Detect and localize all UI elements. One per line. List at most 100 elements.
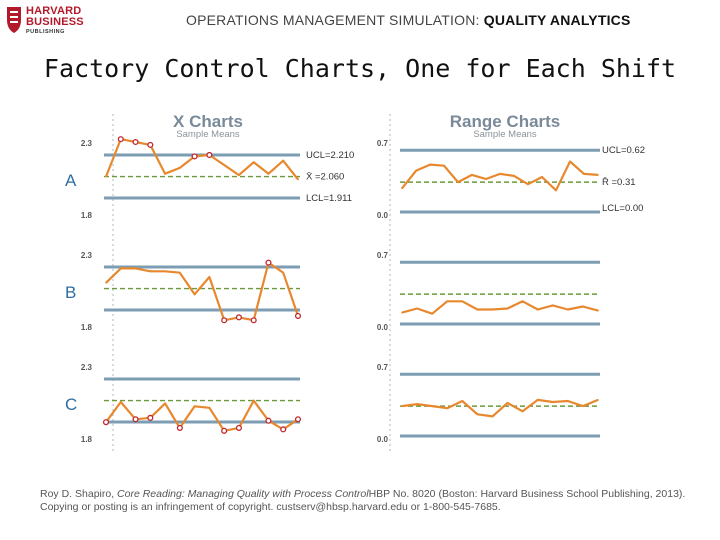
range-data-point: [476, 308, 479, 311]
x-data-point: [252, 399, 255, 402]
range-data-point: [569, 160, 571, 163]
range-data-point: [536, 399, 539, 401]
range-ucl-label: UCL=0.62: [602, 145, 645, 156]
x-y-tick-bottom: 1.8: [81, 211, 93, 220]
range-data-point: [431, 405, 433, 407]
x-data-point-flagged: [221, 427, 228, 434]
range-data-point: [491, 415, 494, 418]
range-data-point: [499, 173, 501, 175]
range-data-point: [582, 305, 584, 308]
range-data-point: [597, 309, 599, 312]
shield-icon: [7, 7, 21, 33]
header-title-main: OPERATIONS MANAGEMENT SIMULATION:: [186, 12, 484, 28]
range-series-line-a: [401, 160, 599, 192]
x-ucl-label: UCL=2.210: [306, 150, 354, 161]
x-data-point: [208, 276, 211, 278]
logo-text-line2: BUSINESS: [26, 16, 84, 28]
x-data-point-flagged: [265, 259, 272, 266]
range-data-point: [416, 403, 418, 405]
x-data-point-flagged: [206, 151, 213, 159]
logo-text-line3: PUBLISHING: [26, 29, 65, 35]
range-data-point: [582, 405, 584, 407]
x-data-point: [223, 164, 225, 166]
range-series-line-c: [401, 398, 599, 418]
range-data-point: [513, 175, 515, 177]
range-center-label: R̄ =0.31: [602, 177, 636, 188]
range-data-point: [461, 300, 464, 303]
x-data-point: [179, 167, 181, 169]
x-data-point-flagged: [294, 416, 302, 423]
range-chart-title: Range Charts: [450, 112, 561, 131]
footer-rest: HBP No. 8020 (Boston: Harvard Business S…: [40, 488, 686, 513]
x-y-tick-top: 2.3: [81, 363, 93, 372]
x-y-tick-bottom: 1.8: [81, 323, 93, 332]
x-data-point: [193, 293, 196, 296]
range-panel-b: [400, 260, 600, 326]
x-data-point-flagged: [221, 317, 228, 324]
range-panel-a: [400, 148, 600, 214]
x-lcl-label: LCL=1.911: [306, 193, 352, 204]
range-data-point: [431, 312, 433, 315]
range-data-point: [401, 405, 403, 407]
x-data-point-flagged: [132, 138, 139, 146]
x-center-label: X̄ =2.060: [306, 172, 344, 183]
range-data-point: [485, 178, 487, 180]
x-data-point: [282, 271, 285, 274]
range-data-point: [541, 176, 543, 178]
range-y-tick-top: 0.7: [377, 139, 389, 148]
range-data-point: [527, 183, 529, 185]
range-data-point: [567, 308, 569, 311]
x-data-point: [208, 406, 211, 409]
range-y-tick-top: 0.7: [377, 363, 389, 372]
x-data-point: [193, 405, 196, 408]
header-title-bold: QUALITY ANALYTICS: [483, 12, 631, 28]
range-data-point: [536, 308, 539, 311]
range-y-tick-bottom: 0.0: [377, 323, 389, 332]
range-data-point: [429, 163, 431, 166]
x-data-point-flagged: [294, 312, 302, 319]
range-y-tick-bottom: 0.0: [377, 211, 389, 220]
x-data-point: [149, 270, 152, 273]
range-panel-c: [400, 372, 600, 438]
range-y-tick-bottom: 0.0: [377, 435, 389, 444]
x-data-point: [119, 401, 122, 403]
x-panel-b: [104, 259, 302, 324]
range-data-point: [551, 401, 554, 403]
footer-author: Roy D. Shapiro,: [40, 488, 118, 500]
range-data-point: [597, 174, 599, 176]
x-data-point: [164, 270, 166, 273]
x-data-point: [267, 172, 270, 175]
shift-label-b: B: [65, 283, 76, 302]
range-data-point: [567, 400, 569, 402]
range-data-point: [471, 174, 473, 176]
range-data-point: [461, 400, 464, 402]
x-data-point-flagged: [102, 419, 110, 426]
slide-title: Factory Control Charts, One for Each Shi…: [43, 54, 677, 83]
range-data-point: [521, 300, 524, 303]
x-data-point-flagged: [176, 424, 183, 431]
range-data-point: [551, 304, 554, 307]
x-data-point: [105, 175, 107, 178]
x-data-point: [252, 161, 255, 163]
range-data-point: [521, 410, 524, 413]
x-data-point: [179, 271, 181, 274]
range-data-point: [401, 311, 403, 314]
range-data-point: [506, 402, 509, 404]
x-chart-title: X Charts: [173, 112, 243, 131]
x-panel-a: [104, 136, 300, 200]
x-panel-c: [102, 377, 302, 434]
x-chart-subtitle: Sample Means: [176, 129, 240, 140]
range-data-point: [506, 307, 509, 310]
x-data-point-flagged: [147, 141, 154, 148]
x-data-point: [164, 172, 166, 175]
shift-label-a: A: [65, 171, 77, 190]
range-data-point: [415, 170, 417, 172]
x-data-point: [282, 159, 285, 162]
x-data-point: [297, 178, 299, 181]
shift-label-c: C: [65, 395, 77, 414]
x-data-point-flagged: [265, 417, 272, 424]
hbp-logo: HARVARD BUSINESS PUBLISHING: [6, 4, 116, 36]
footer-reading-title: Core Reading: Managing Quality with Proc…: [117, 488, 369, 500]
x-data-point-flagged: [147, 414, 154, 421]
